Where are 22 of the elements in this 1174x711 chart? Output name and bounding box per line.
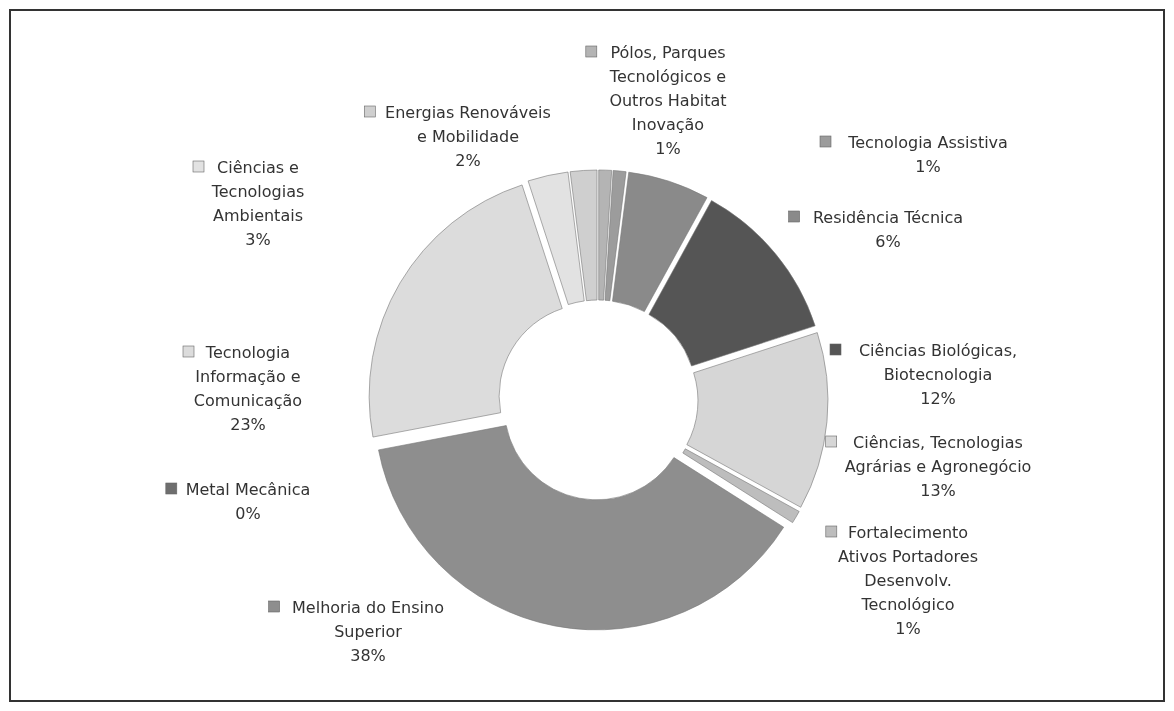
legend-label: Tecnologia Assistiva	[847, 133, 1008, 152]
legend-label: Metal Mecânica	[185, 480, 311, 499]
data-label: 38%	[350, 646, 386, 665]
legend-label: Tecnologia Informação e Comunicação	[193, 343, 303, 410]
legend-label: Energias Renováveis e Mobilidade	[385, 103, 551, 146]
legend-label: Ciências e Tecnologias Ambientais	[210, 158, 305, 225]
data-label: 2%	[455, 151, 481, 170]
data-label: 3%	[245, 230, 271, 249]
data-label: 1%	[915, 157, 941, 176]
data-label: 12%	[920, 389, 956, 408]
text: 0%	[235, 504, 261, 523]
legend-label: Fortalecimento Ativos Portadores Desenvolv. Tecnológico	[838, 523, 978, 614]
data-label: 13%	[920, 481, 956, 500]
legend-label: Pólos, Parques Tecnológicos e Outros Habitat Inovação	[608, 43, 727, 134]
legend-label: Melhoria do Ensino Superior	[292, 598, 444, 641]
data-label: 23%	[230, 415, 266, 434]
legend-label: Ciências, Tecnologias Agrárias e Agronegócio	[844, 433, 1032, 476]
data-label: 6%	[875, 232, 901, 251]
legend-label: Residência Técnica	[812, 208, 964, 227]
data-label: 1%	[655, 139, 681, 158]
data-label: 1%	[895, 619, 921, 638]
legend-label: Ciências Biológicas, Biotecnologia	[858, 341, 1018, 384]
